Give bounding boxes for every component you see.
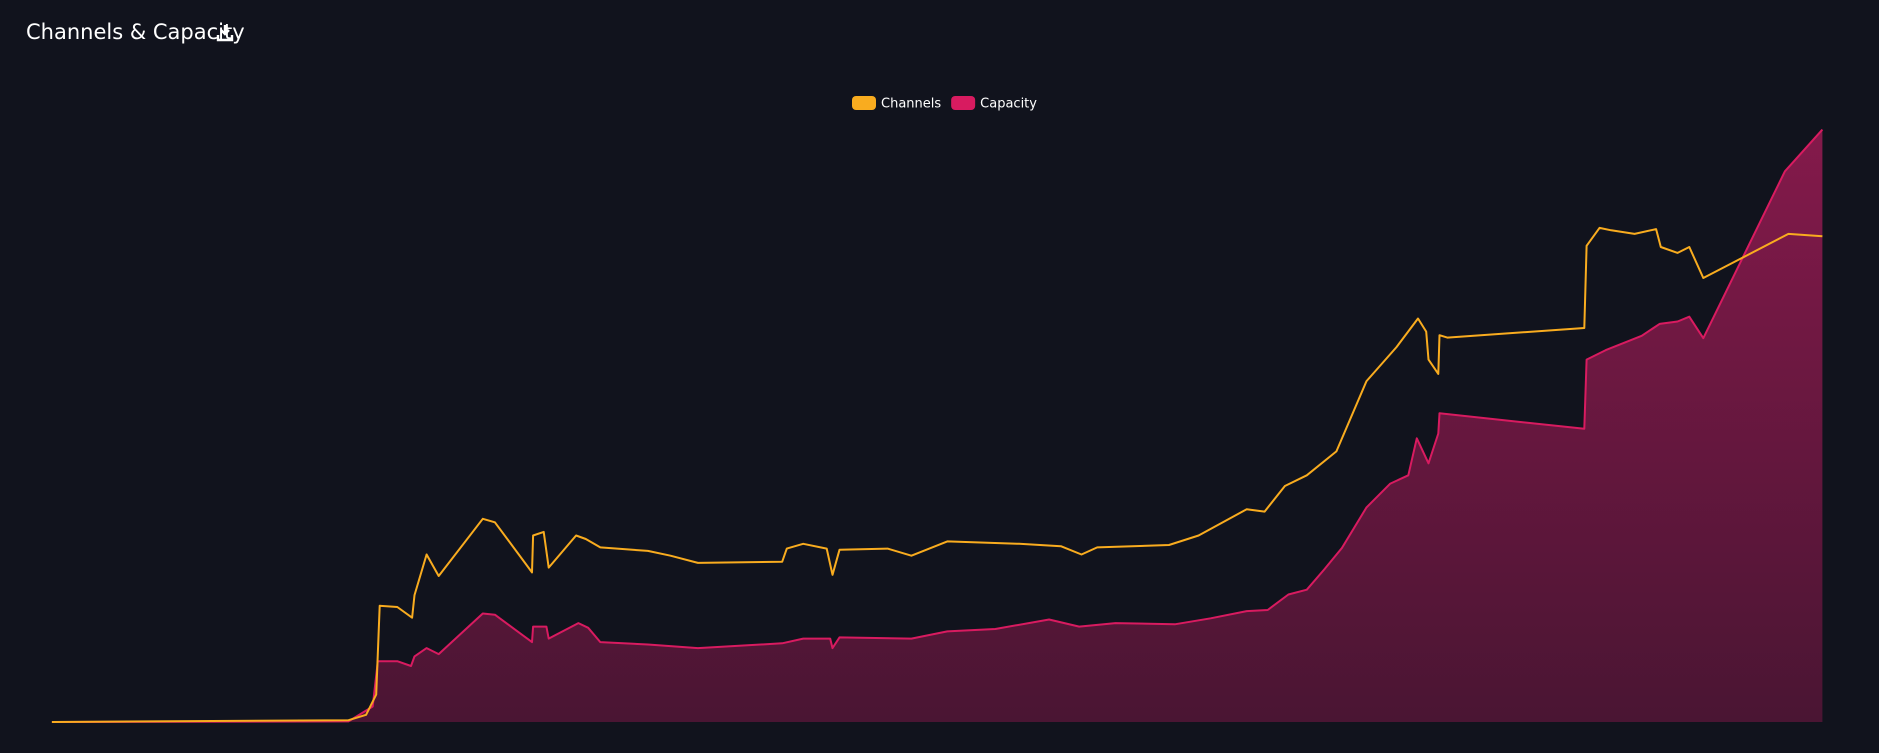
download-icon[interactable] — [216, 25, 234, 42]
capacity-area — [51, 129, 1823, 723]
series-line — [51, 226, 1823, 723]
legend-label: Capacity — [980, 97, 1037, 112]
legend-swatch — [951, 96, 976, 110]
chart-title: Channels & Capacity — [26, 20, 245, 44]
legend-swatch — [852, 96, 876, 110]
series-line — [51, 128, 1824, 723]
legend-label: Channels — [881, 97, 941, 112]
